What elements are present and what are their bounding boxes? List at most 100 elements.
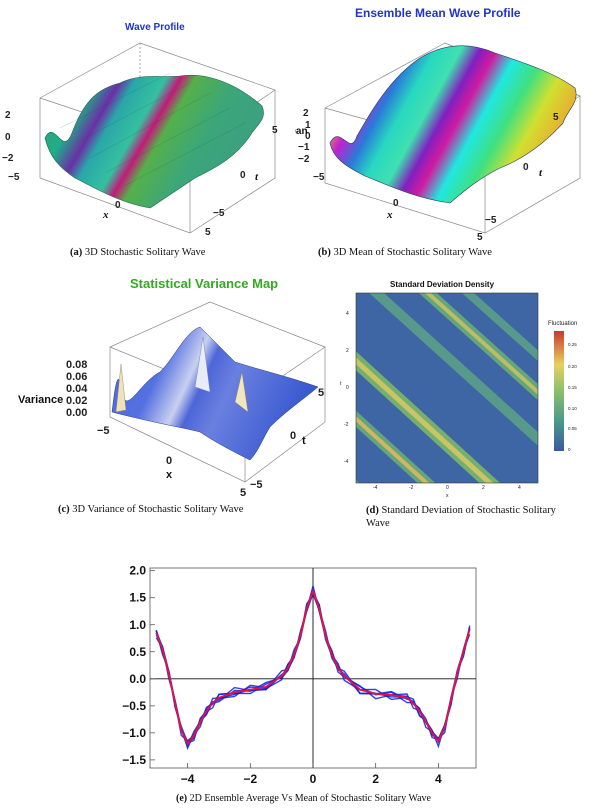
panel-a-caption-text: 3D Stochastic Solitary Wave <box>82 247 206 258</box>
panel-d-y-tick: 2 <box>346 348 349 354</box>
panel-c-z-tick: 0.08 <box>66 359 87 371</box>
panel-a-t-tick: −5 <box>213 208 225 219</box>
panel-c-3d-plot: 0.08 0.06 0.04 0.02 0.00 Variance −5 0 x… <box>18 301 326 499</box>
panel-c-t-tick: −5 <box>250 479 263 491</box>
panel-d-density-plot: 4 2 0 -2 -4 t -4 -2 0 2 4 x Fluctuation … <box>340 292 577 499</box>
panel-d-x-tick: 4 <box>518 485 521 491</box>
panel-e-x-tick-label: 4 <box>435 772 442 786</box>
panel-a-z-tick: −2 <box>2 153 14 164</box>
panel-a-x-label: x <box>102 209 109 221</box>
panel-c-x-label: x <box>166 469 173 481</box>
panel-b-t-tick: 0 <box>523 162 529 173</box>
panel-c-caption-label: (c) <box>58 504 70 515</box>
panel-c-x-tick: 0 <box>166 455 172 467</box>
panel-e-y-tick-label: −0.5 <box>122 699 146 713</box>
panel-b-x-tick: 5 <box>477 232 483 243</box>
panel-d-y-label: t <box>340 381 342 387</box>
panel-a-caption: (a) 3D Stochastic Solitary Wave <box>70 247 205 258</box>
panel-c-caption: (c) 3D Variance of Stochastic Solitary W… <box>58 504 243 515</box>
panel-c-x-tick: −5 <box>97 425 110 437</box>
panel-b-t-label: t <box>539 167 543 179</box>
panel-e-caption: (e) 2D Ensemble Average Vs Mean of Stoch… <box>176 793 431 804</box>
panel-b-z-tick: 1 <box>305 120 311 131</box>
panel-e-line-chart: 2.0 1.5 1.0 0.5 0.0 −0.5 −1.0 −1.5 −4 −2 0 2 4 <box>122 564 477 786</box>
panel-d-y-tick: -2 <box>344 422 349 428</box>
panel-d-legend-tick: 0 <box>568 447 571 452</box>
panel-d-legend-tick: 0.20 <box>568 364 577 369</box>
panel-e-y-tick-label: 0.0 <box>129 672 146 686</box>
panel-e-mean-line <box>155 588 471 746</box>
panel-d-x-tick: -4 <box>373 485 378 491</box>
panel-e-x-tick-label: 2 <box>372 772 379 786</box>
panel-b-title: Ensemble Mean Wave Profile <box>355 6 521 20</box>
panel-d-y-tick: 0 <box>346 385 349 391</box>
panel-b-x-tick: 0 <box>393 198 399 209</box>
panel-e-x-tick-label: −4 <box>181 772 195 786</box>
panel-b-caption-label: (b) <box>318 247 331 258</box>
panel-e-y-tick-label: 1.5 <box>129 591 146 605</box>
panel-e-caption-text: 2D Ensemble Average Vs Mean of Stochasti… <box>187 793 431 804</box>
panel-c-title: Statistical Variance Map <box>130 276 279 291</box>
panel-e-x-tick-label: 0 <box>310 772 317 786</box>
panel-d-x-tick: 0 <box>446 485 449 491</box>
panel-c-x-tick: 5 <box>240 487 246 499</box>
panel-c-z-label: Variance <box>18 394 63 406</box>
panel-b-x-tick: −5 <box>313 172 325 183</box>
panel-c-surface <box>111 326 319 461</box>
panel-d-caption-text: Standard Deviation of Stochastic Solitar… <box>366 505 556 529</box>
panel-b-x-label: x <box>386 209 393 221</box>
panel-b-caption-text: 3D Mean of Stochastic Solitary Wave <box>330 247 492 258</box>
panel-e-y-tick-label: −1.5 <box>122 753 146 767</box>
panel-d-y-tick: 4 <box>346 311 349 317</box>
panel-a-x-tick: 0 <box>115 200 121 211</box>
panel-b-caption: (b) 3D Mean of Stochastic Solitary Wave <box>318 247 492 258</box>
panel-c-z-tick: 0.02 <box>66 395 87 407</box>
panel-e-x-tick-label: −2 <box>243 772 257 786</box>
panel-b-z-tick: 0 <box>305 131 311 142</box>
panel-c-z-tick: 0.04 <box>66 383 88 395</box>
panel-b-z-tick: 2 <box>303 108 309 119</box>
panel-b-z-label: Mean <box>295 126 308 137</box>
panel-a-t-tick: 0 <box>240 170 246 181</box>
panel-d-title: Standard Deviation Density <box>390 280 495 289</box>
panel-a-x-tick: 5 <box>205 227 211 238</box>
panel-c-caption-text: 3D Variance of Stochastic Solitary Wave <box>69 504 244 515</box>
panel-d-x-tick: 2 <box>482 485 485 491</box>
panel-d-legend-tick: 0.15 <box>568 385 577 390</box>
panel-c-z-tick: 0.00 <box>66 407 87 419</box>
panel-b-z-tick: −1 <box>298 142 310 153</box>
panel-d-legend-tick: 0.10 <box>568 406 577 411</box>
panel-d-legend-title: Fluctuation <box>548 321 577 327</box>
panel-a-t-label: t <box>255 171 259 183</box>
panel-a-t-tick: 5 <box>272 125 278 136</box>
panel-b-surface <box>329 45 577 204</box>
panel-a-x-tick: −5 <box>8 172 20 183</box>
panel-b-t-tick: −5 <box>485 215 497 226</box>
panel-e-y-tick-label: 2.0 <box>129 564 146 578</box>
panel-b-z-tick: −2 <box>298 154 310 165</box>
panel-b-3d-plot: 2 1 0 −1 −2 Mean −5 0 x 5 5 0 t −5 <box>295 42 581 243</box>
panel-c-t-label: t <box>302 435 306 447</box>
panel-d-x-label: x <box>446 493 449 499</box>
panel-d-caption: (d) Standard Deviation of Stochastic Sol… <box>366 504 566 530</box>
panel-b-t-tick: 5 <box>553 112 559 123</box>
panel-d-y-tick: -4 <box>344 459 349 465</box>
panel-a-caption-label: (a) <box>70 247 83 258</box>
panel-e-y-tick-label: −1.0 <box>122 726 146 740</box>
panel-d-x-tick: -2 <box>409 485 414 491</box>
panel-d-caption-label: (d) <box>366 505 379 516</box>
panel-c-t-tick: 0 <box>290 430 296 442</box>
panel-d-legend-tick: 0.05 <box>568 426 577 431</box>
panel-e-y-tick-label: 0.5 <box>129 645 146 659</box>
panel-d-legend-bar <box>554 331 564 451</box>
panel-c-z-tick: 0.06 <box>66 371 87 383</box>
panel-c-t-tick: 5 <box>318 387 324 399</box>
panel-d-legend-tick: 0.25 <box>568 342 577 347</box>
panel-a-title: Wave Profile <box>125 22 185 33</box>
panel-e-y-tick-label: 1.0 <box>129 618 146 632</box>
panel-a-surface <box>44 74 264 209</box>
panel-a-3d-plot: 2 0 −2 −5 0 x 5 5 0 t −5 <box>2 42 278 238</box>
panel-a-z-tick: 0 <box>5 132 11 143</box>
panel-a-z-tick: 2 <box>5 110 11 121</box>
panel-e-caption-label: (e) <box>176 793 188 804</box>
